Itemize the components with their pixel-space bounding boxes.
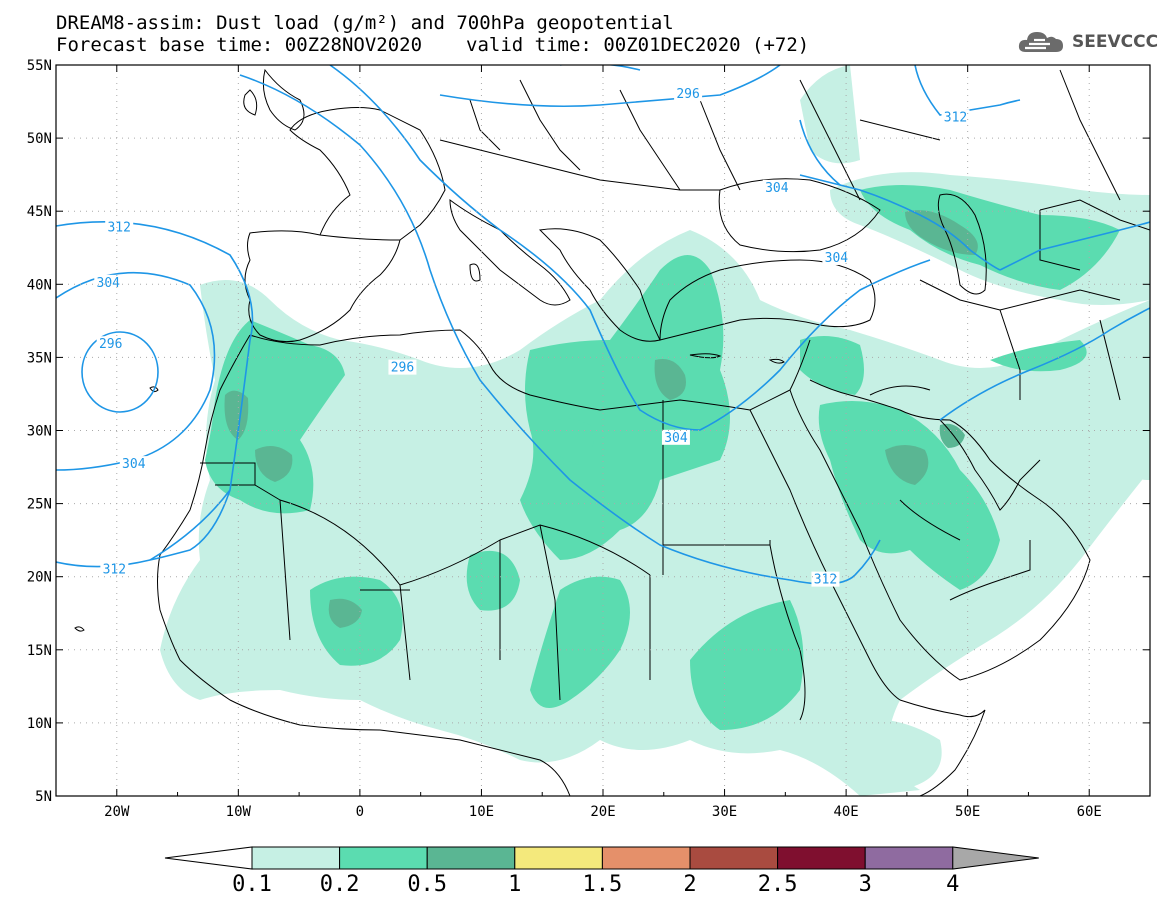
colorbar-swatch — [251, 846, 341, 870]
lat-tick-label: 50N — [27, 131, 52, 147]
colorbar-level-label: 3 — [859, 872, 872, 897]
contour-label-bg — [94, 274, 123, 290]
colorbar-level-label: 2 — [683, 872, 696, 897]
colorbar-swatch — [339, 846, 428, 870]
colorbar-swatch — [426, 846, 516, 870]
colorbar-left-arrow — [164, 846, 253, 870]
latitude-labels: 55N 50N 45N 40N 35N 30N 25N 20N 15N 10N 5N — [27, 58, 52, 805]
contour-label: 296 — [391, 361, 414, 376]
lon-tick-label: 20W — [104, 804, 130, 820]
contour-label: 304 — [664, 431, 688, 446]
colorbar-level-label: 0.1 — [232, 872, 272, 897]
lat-tick-label: 55N — [27, 58, 52, 74]
contour-label-bg — [96, 336, 125, 352]
colorbar-level-label: 1.5 — [583, 872, 623, 897]
colorbar: 0.1 0.2 0.5 1 1.5 2 2.5 3 4 — [164, 846, 1039, 897]
map-title: DREAM8-assim: Dust load (g/m²) and 700hP… — [56, 12, 674, 34]
colorbar-swatch — [514, 846, 603, 870]
lat-tick-label: 15N — [27, 643, 52, 659]
colorbar-level-label: 1 — [508, 872, 521, 897]
contour-labels: 296 296 312 304 296 304 312 312 304 304 304 312 — [94, 86, 970, 588]
contour-label: 304 — [97, 276, 121, 291]
axis-ticks — [55, 64, 1151, 797]
contour-label: 304 — [825, 251, 849, 266]
colorbar-right-arrow — [952, 846, 1039, 870]
colorbar-swatch — [689, 846, 779, 870]
contour-label: 304 — [122, 457, 146, 472]
dust-level-high — [224, 210, 978, 628]
contour-label-bg — [674, 86, 703, 102]
lon-tick-label: 20E — [590, 804, 615, 820]
longitude-labels: 20W 10W 0 10E 20E 30E 40E 50E 60E — [104, 804, 1102, 820]
contour-label: 304 — [765, 181, 789, 196]
colorbar-swatch — [864, 846, 954, 870]
contour-label-bg — [822, 249, 851, 265]
colorbar-level-label: 2.5 — [758, 872, 798, 897]
colorbar-level-label: 0.5 — [407, 872, 447, 897]
contour-label-bg — [119, 456, 148, 472]
lon-tick-label: 0 — [356, 804, 364, 820]
contour-label-bg — [105, 219, 134, 235]
lon-tick-label: 40E — [833, 804, 858, 820]
lat-tick-label: 20N — [27, 570, 52, 586]
lat-tick-label: 35N — [27, 350, 52, 366]
lat-tick-label: 25N — [27, 497, 52, 513]
logo-text: SEEVCCC — [1072, 32, 1159, 52]
contour-label: 312 — [814, 573, 837, 588]
lon-tick-label: 60E — [1077, 804, 1102, 820]
contour-label: 296 — [99, 337, 122, 352]
colorbar-swatch — [601, 846, 691, 870]
colorbar-level-label: 4 — [946, 872, 959, 897]
contour-label-bg — [661, 429, 690, 445]
lon-tick-label: 30E — [712, 804, 737, 820]
lon-tick-label: 10W — [226, 804, 252, 820]
lat-lon-grid — [56, 65, 1150, 796]
contour-label-bg — [811, 571, 840, 587]
cloud-icon — [1018, 32, 1063, 52]
map-header: DREAM8-assim: Dust load (g/m²) and 700hP… — [56, 12, 956, 56]
lat-tick-label: 45N — [27, 204, 52, 220]
coastlines — [74, 68, 1150, 796]
contour-label: 312 — [107, 220, 130, 235]
contour-label: 312 — [103, 562, 126, 577]
map-time-info: Forecast base time: 00Z28NOV2020 valid ti… — [56, 34, 956, 56]
lat-tick-label: 30N — [27, 424, 52, 440]
lat-tick-label: 10N — [27, 716, 52, 732]
lon-tick-label: 50E — [955, 804, 980, 820]
contour-label-bg — [100, 561, 129, 577]
lat-tick-label: 5N — [35, 789, 52, 805]
contour-label-bg — [762, 179, 791, 195]
contour-label: 296 — [676, 87, 699, 102]
contour-label-bg — [388, 359, 417, 375]
contour-label: 312 — [944, 111, 967, 126]
lat-tick-label: 40N — [27, 277, 52, 293]
colorbar-swatch — [777, 846, 866, 870]
colorbar-level-label: 0.2 — [320, 872, 360, 897]
seevccc-logo: SEEVCCC — [1016, 22, 1158, 62]
contour-label-bg — [941, 109, 970, 125]
lon-tick-label: 10E — [469, 804, 494, 820]
valid-time: valid time: 00Z01DEC2020 (+72) — [466, 34, 810, 56]
forecast-base-time: Forecast base time: 00Z28NOV2020 — [56, 34, 423, 56]
